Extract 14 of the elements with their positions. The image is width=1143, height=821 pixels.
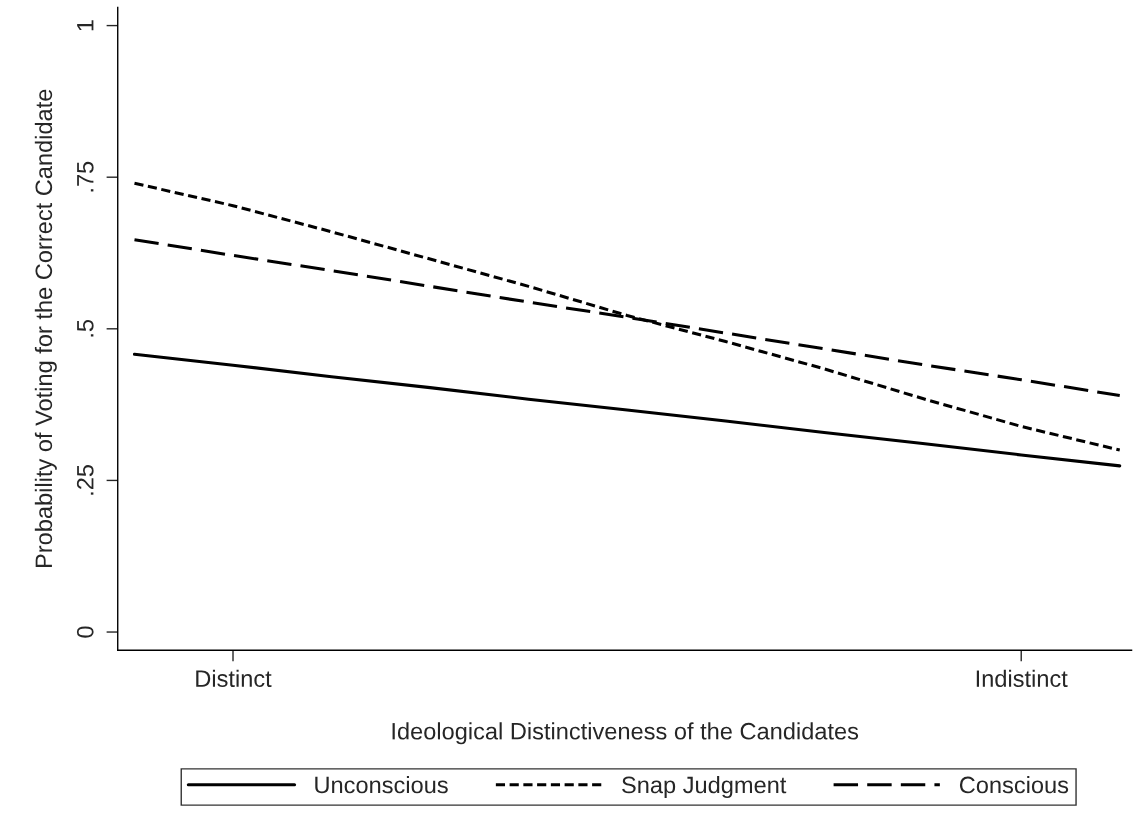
y-tick-label: 0 — [76, 626, 94, 638]
x-tick-label: Distinct — [196, 669, 272, 688]
legend-label: Snap Judgment — [622, 776, 787, 799]
x-axis-title: Ideological Distinctiveness of the Candidates — [392, 722, 859, 745]
y-tick-label: .25 — [76, 465, 94, 495]
y-tick-label: .75 — [77, 161, 94, 192]
legend-label: Conscious — [959, 776, 1069, 794]
y-axis-title: Probability of Voting for the Correct Candidate — [34, 89, 57, 568]
line-series — [132, 181, 1122, 452]
y-tick-label: .5 — [77, 319, 94, 337]
legend-label: Unconscious — [315, 776, 448, 794]
y-tick-label: 1 — [77, 20, 94, 31]
x-tick-label: Indistinct — [976, 669, 1068, 688]
line-series — [132, 352, 1122, 468]
